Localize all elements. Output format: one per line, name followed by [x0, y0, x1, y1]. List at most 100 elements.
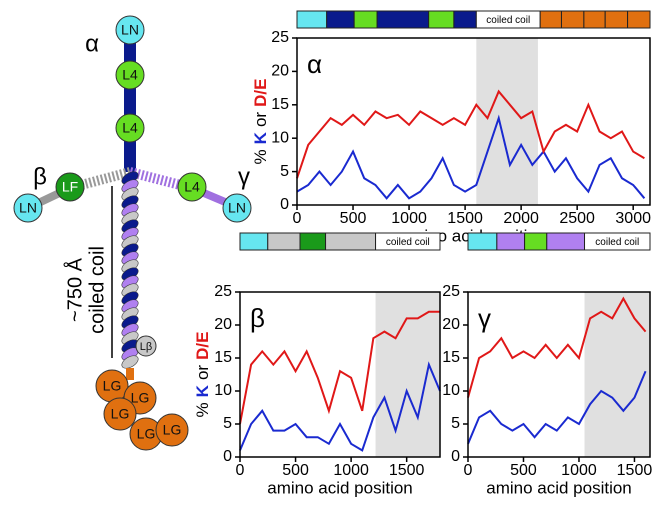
- x-tick-label: 500: [510, 462, 537, 479]
- chain-label: γ: [238, 163, 250, 190]
- y-tick-label: 25: [271, 29, 289, 46]
- domain-circle: [13, 193, 43, 223]
- x-tick-label: 1000: [391, 210, 427, 227]
- y-tick-label: 20: [271, 63, 289, 80]
- domain-segment: [560, 10, 585, 29]
- domain-segment: [496, 232, 526, 251]
- y-tick-label: 5: [223, 415, 232, 432]
- y-axis-label-part: %: [251, 149, 270, 164]
- x-tick-label: 3000: [615, 210, 651, 227]
- y-tick-label: 5: [451, 415, 460, 432]
- x-tick-label: 0: [293, 210, 302, 227]
- domain-segment: [296, 10, 328, 29]
- domain-circle: [55, 172, 85, 202]
- y-tick-label: 0: [280, 196, 289, 213]
- domain-circle: [115, 60, 145, 90]
- y-axis-label-part: D/E: [193, 332, 212, 360]
- y-tick-label: 15: [442, 349, 460, 366]
- domain-segment: [353, 10, 378, 29]
- coiled-coil-label: coiled coil: [86, 246, 108, 334]
- coiled-coil-segment: [121, 355, 139, 369]
- x-tick-label: 1500: [447, 210, 483, 227]
- domain-segment: [467, 232, 498, 251]
- domain-label: LG: [131, 390, 150, 406]
- domain-label: L4: [122, 67, 138, 83]
- plot-frame: [296, 37, 651, 206]
- x-tick-label: 1000: [333, 462, 369, 479]
- domain-label: LN: [228, 200, 246, 216]
- domain-label: LG: [137, 426, 156, 442]
- series-line: [239, 361, 441, 452]
- domain-segment: [546, 232, 586, 251]
- domain-label: LN: [19, 200, 37, 216]
- coiled-coil-shade: [476, 38, 538, 205]
- domain-segment: [299, 232, 327, 251]
- domain-circle: [135, 335, 157, 357]
- domain-segment: [428, 10, 455, 29]
- domain-label: LG: [103, 378, 122, 394]
- chain-label: β: [33, 163, 47, 190]
- domain-segment: [267, 232, 301, 251]
- domain-label: LN: [121, 22, 139, 38]
- x-axis-label: amino acid position: [486, 478, 632, 497]
- domain-circle: [115, 113, 145, 143]
- y-axis-label-part: K: [251, 131, 270, 144]
- domain-segment: [604, 10, 629, 29]
- series-line: [296, 89, 645, 179]
- plot-frame: [239, 291, 441, 458]
- domain-segment: [376, 10, 430, 29]
- y-axis-label-part: D/E: [251, 79, 270, 107]
- y-tick-label: 5: [280, 163, 289, 180]
- domain-circle: [103, 397, 137, 431]
- domain-circle: [115, 15, 145, 45]
- domain-circle: [155, 413, 189, 447]
- series-line: [467, 370, 647, 445]
- domain-segment: [524, 232, 548, 251]
- domain-segment: [584, 232, 651, 251]
- x-tick-label: 1500: [389, 462, 425, 479]
- domain-segment: [627, 10, 651, 29]
- y-axis-label: % Kor D/E: [251, 79, 270, 165]
- y-axis-label-part: or: [251, 112, 270, 127]
- y-tick-label: 15: [271, 96, 289, 113]
- x-tick-label: 2000: [503, 210, 539, 227]
- y-tick-label: 15: [214, 349, 232, 366]
- domain-bar-label: coiled coil: [386, 237, 430, 248]
- coiled-coil-length: ~750 Å: [63, 257, 86, 322]
- y-axis-label-part: or: [193, 365, 212, 380]
- coiled-coil-shade: [375, 292, 440, 457]
- domain-label: L4: [184, 179, 200, 195]
- domain-label: Lβ: [140, 341, 152, 353]
- domain-bar-label: coiled coil: [595, 237, 639, 248]
- domain-bar-label: coiled coil: [486, 15, 530, 26]
- domain-label: L4: [122, 120, 138, 136]
- series-line: [296, 114, 646, 200]
- y-axis-label-part: K: [193, 384, 212, 397]
- series-line: [467, 296, 647, 398]
- domain-label: LF: [62, 179, 78, 195]
- x-tick-label: 0: [464, 462, 473, 479]
- y-tick-label: 20: [214, 316, 232, 333]
- panel-title: γ: [478, 303, 491, 333]
- domain-segment: [539, 10, 562, 29]
- x-tick-label: 1000: [561, 462, 597, 479]
- chain-label: α: [85, 30, 99, 57]
- x-tick-label: 500: [340, 210, 367, 227]
- domain-label: LG: [111, 406, 130, 422]
- x-axis-label: amino acid position: [267, 478, 413, 497]
- domain-segment: [326, 10, 355, 29]
- y-tick-label: 0: [451, 448, 460, 465]
- domain-circle: [177, 172, 207, 202]
- y-tick-label: 20: [442, 316, 460, 333]
- domain-segment: [583, 10, 606, 29]
- y-tick-label: 25: [442, 283, 460, 300]
- x-tick-label: 2500: [559, 210, 595, 227]
- panel-title: β: [250, 303, 265, 333]
- y-tick-label: 10: [214, 382, 232, 399]
- coiled-coil-shade: [584, 292, 650, 457]
- x-tick-label: 0: [236, 462, 245, 479]
- domain-label: LG: [163, 422, 182, 438]
- plot-frame: [467, 291, 651, 458]
- panel-title: α: [307, 49, 322, 79]
- x-tick-label: 1500: [617, 462, 653, 479]
